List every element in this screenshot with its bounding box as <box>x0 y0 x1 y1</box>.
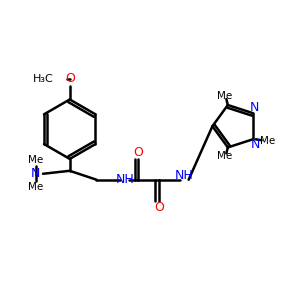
Text: Me: Me <box>260 136 275 146</box>
Text: Me: Me <box>217 91 232 101</box>
Text: NH: NH <box>116 173 134 186</box>
Text: N: N <box>31 167 40 180</box>
Text: Me: Me <box>217 151 232 161</box>
Text: Me: Me <box>28 182 43 192</box>
Text: Me: Me <box>28 155 43 165</box>
Text: H₃C: H₃C <box>33 74 53 84</box>
Text: O: O <box>133 146 143 159</box>
Text: NH: NH <box>175 169 194 182</box>
Text: O: O <box>65 72 75 85</box>
Text: N: N <box>251 138 260 151</box>
Text: O: O <box>154 201 164 214</box>
Text: N: N <box>250 101 259 114</box>
